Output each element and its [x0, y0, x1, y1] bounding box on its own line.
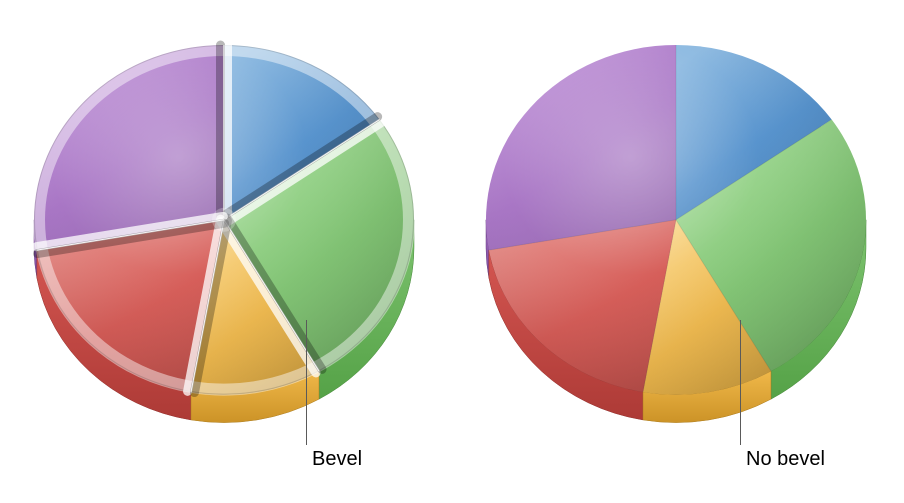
callout-leader-bevel: [306, 320, 307, 445]
pie-chart-no-bevel: [478, 37, 874, 431]
caption-no-bevel: No bevel: [746, 448, 825, 471]
callout-leader-no-bevel: [740, 320, 741, 445]
pie-chart-bevel: [26, 37, 422, 431]
caption-bevel: Bevel: [312, 448, 362, 471]
pie-chart-no-bevel-svg: [478, 37, 874, 431]
pie-chart-bevel-svg: [26, 37, 422, 431]
